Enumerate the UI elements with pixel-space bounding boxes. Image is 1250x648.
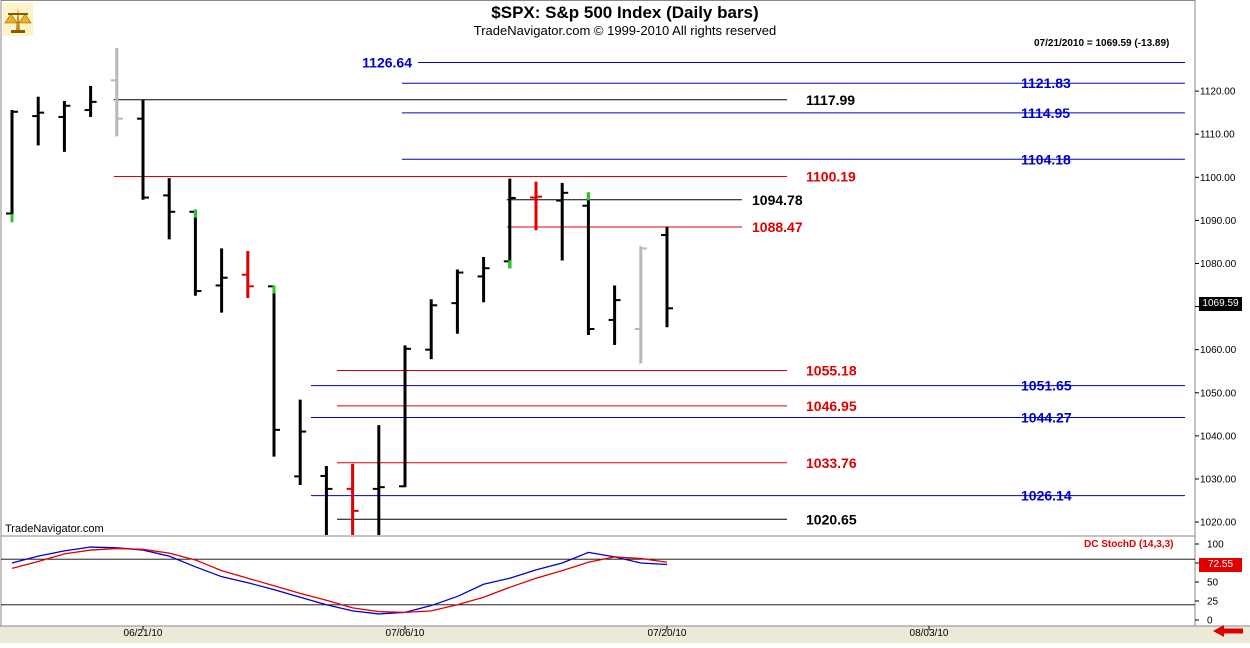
level-label: 1126.64 xyxy=(362,54,412,70)
plot-frame xyxy=(0,0,1196,627)
y-tick-label: 1040.00 xyxy=(1200,431,1237,442)
chart-header: $SPX: S&p 500 Index (Daily bars) TradeNa… xyxy=(0,3,1250,39)
y-tick-label: 1080.00 xyxy=(1200,259,1237,270)
level-label: 1100.19 xyxy=(806,168,856,184)
chart-title: $SPX: S&p 500 Index (Daily bars) xyxy=(491,3,759,22)
x-tick-label: 07/20/10 xyxy=(648,628,687,639)
scroll-left-arrow-icon[interactable] xyxy=(1212,624,1244,638)
osc-y-tick-label: 0 xyxy=(1207,616,1213,627)
level-label: 1020.65 xyxy=(806,511,857,527)
oscillator-value-tag: 72.55 xyxy=(1199,558,1242,572)
level-label: 1117.99 xyxy=(806,92,855,108)
x-tick-label: 07/06/10 xyxy=(386,628,425,639)
osc-y-tick-label: 50 xyxy=(1207,578,1219,589)
y-tick-label: 1020.00 xyxy=(1200,518,1237,529)
x-tick-label: 08/03/10 xyxy=(910,628,949,639)
y-tick-label: 1100.00 xyxy=(1200,173,1236,184)
level-label: 1026.14 xyxy=(1021,488,1072,504)
last-price-tag: 1069.59 xyxy=(1199,297,1242,311)
level-label: 1088.47 xyxy=(752,219,803,235)
x-tick-label: 06/21/10 xyxy=(124,628,163,639)
level-label: 1114.95 xyxy=(1021,105,1070,121)
osc-y-tick-label: 25 xyxy=(1207,597,1219,608)
x-axis-strip xyxy=(0,626,1250,643)
stoch-d-line xyxy=(11,547,668,614)
chart-subtitle: TradeNavigator.com © 1999-2010 All right… xyxy=(473,23,777,38)
level-label: 1044.27 xyxy=(1021,409,1072,425)
level-label: 1121.83 xyxy=(1021,75,1071,91)
y-tick-label: 1060.00 xyxy=(1200,345,1237,356)
level-label: 1055.18 xyxy=(806,362,857,378)
level-label: 1046.95 xyxy=(806,398,857,414)
y-tick-label: 1090.00 xyxy=(1200,216,1237,227)
y-tick-label: 1030.00 xyxy=(1200,474,1237,485)
y-tick-label: 1110.00 xyxy=(1200,130,1235,141)
scales-logo-icon xyxy=(3,3,33,36)
level-label: 1051.65 xyxy=(1021,378,1072,394)
level-label: 1104.18 xyxy=(1021,151,1071,167)
watermark: TradeNavigator.com xyxy=(5,523,104,535)
osc-y-tick-label: 100 xyxy=(1207,540,1224,551)
level-label: 1033.76 xyxy=(806,455,857,471)
level-label: 1094.78 xyxy=(752,192,803,208)
last-quote-readout: 07/21/2010 = 1069.59 (-13.89) xyxy=(1034,38,1170,49)
y-tick-label: 1050.00 xyxy=(1200,388,1237,399)
y-tick-label: 1120.00 xyxy=(1200,87,1236,98)
oscillator-name: DC StochD (14,3,3) xyxy=(1084,539,1174,550)
